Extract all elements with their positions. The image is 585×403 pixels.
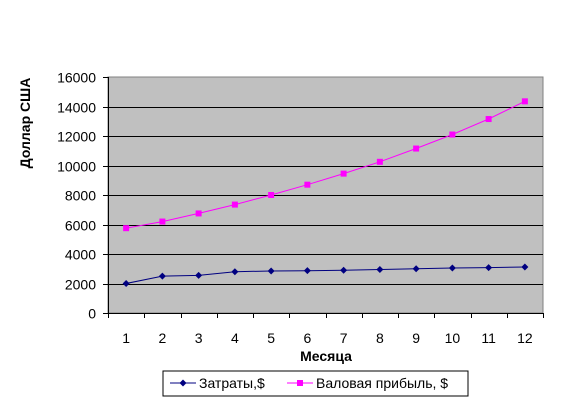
data-point (303, 267, 311, 275)
data-point (159, 218, 166, 225)
x-tick-label: 8 (376, 330, 384, 346)
y-tick-label: 8000 (65, 188, 96, 204)
axes (108, 77, 543, 314)
y-tick-label: 4000 (65, 247, 96, 263)
x-tick-label: 3 (195, 330, 203, 346)
data-point (158, 272, 166, 280)
y-axis-ticks: 0 2000 4000 6000 8000 10000 12000 14000 16000 (57, 70, 108, 322)
legend-label-gross-profit: Валовая прибыль, $ (316, 375, 448, 391)
legend-marker-costs (179, 379, 187, 387)
x-tick-label: 5 (267, 330, 275, 346)
y-tick-label: 14000 (57, 100, 96, 116)
data-point (449, 131, 456, 138)
data-point (376, 158, 383, 165)
x-axis-ticks: 1 2 3 4 5 6 7 8 9 10 11 12 (108, 313, 544, 346)
data-point (195, 271, 203, 279)
data-point (267, 267, 275, 275)
y-tick-label: 2000 (65, 277, 96, 293)
series-layer (122, 98, 529, 287)
legend-marker-gross-profit (297, 380, 303, 386)
x-tick-label: 7 (340, 330, 348, 346)
x-tick-label: 4 (231, 330, 239, 346)
gridlines (108, 107, 543, 285)
data-point (195, 210, 202, 217)
y-tick-label: 6000 (65, 218, 96, 234)
y-axis-title: Доллар США (17, 78, 33, 169)
data-point (340, 170, 347, 177)
x-tick-label: 11 (481, 330, 496, 346)
x-tick-label: 12 (517, 330, 533, 346)
legend-box (162, 370, 469, 397)
series-line (126, 100, 526, 229)
series-line (126, 266, 525, 284)
y-tick-label: 12000 (57, 129, 96, 145)
legend: Затраты,$ Валовая прибыль, $ (162, 370, 469, 397)
data-point (521, 98, 528, 105)
y-tick-label: 10000 (57, 159, 96, 175)
x-tick-label: 9 (412, 330, 420, 346)
data-point (304, 181, 311, 188)
data-point (268, 192, 275, 198)
data-point (376, 265, 384, 273)
data-point (122, 280, 130, 287)
x-tick-label: 1 (122, 330, 130, 346)
x-tick-label: 6 (303, 330, 311, 346)
data-point (231, 268, 239, 276)
data-point (521, 263, 529, 271)
y-tick-label: 16000 (57, 70, 96, 86)
series-1 (122, 263, 529, 287)
y-tick-label: 0 (88, 306, 96, 322)
x-tick-label: 2 (158, 330, 166, 346)
data-point (123, 225, 130, 232)
legend-label-costs: Затраты,$ (199, 375, 265, 391)
data-point (340, 266, 348, 274)
data-point (485, 116, 492, 123)
x-tick-label: 10 (445, 330, 461, 346)
series-2 (123, 98, 528, 232)
data-point (412, 265, 420, 273)
data-point (231, 201, 238, 208)
data-point (485, 264, 493, 272)
data-point (448, 264, 456, 272)
data-point (413, 145, 420, 152)
x-axis-title: Месяца (300, 348, 352, 364)
